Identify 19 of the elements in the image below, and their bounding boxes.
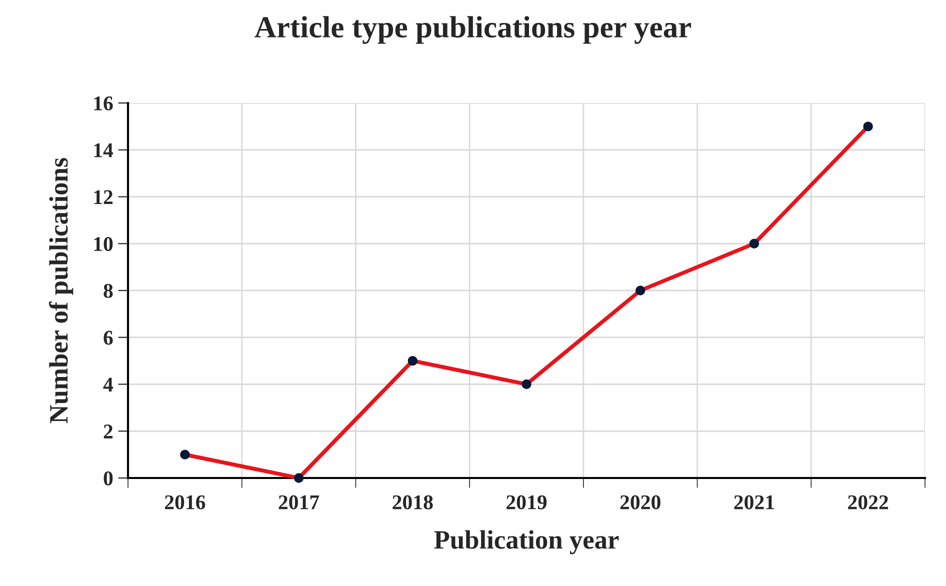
x-tick-label: 2017	[278, 495, 320, 510]
chart-title: Article type publications per year	[254, 16, 692, 44]
y-tick-label: 14	[94, 143, 114, 158]
y-tick-label: 2	[104, 424, 113, 438]
y-tick-label: 12	[94, 190, 113, 204]
y-tick-label: 6	[104, 330, 113, 345]
x-tick-label: 2022	[848, 495, 888, 510]
y-axis-title: Number of publications	[48, 158, 74, 424]
y-tick-label: 10	[94, 237, 113, 252]
y-tick-label: 0	[104, 471, 113, 486]
x-tick-label: 2018	[392, 495, 433, 510]
x-tick-label: 2021	[734, 495, 774, 510]
y-tick-label: 4	[103, 378, 114, 392]
y-tick-label: 16	[94, 96, 113, 110]
x-axis-title: Publication year	[434, 530, 619, 554]
x-tick-label: 2019	[506, 495, 547, 510]
x-tick-label: 2020	[620, 495, 660, 510]
x-tick-label: 2016	[164, 495, 206, 510]
y-tick-label: 8	[104, 284, 113, 298]
